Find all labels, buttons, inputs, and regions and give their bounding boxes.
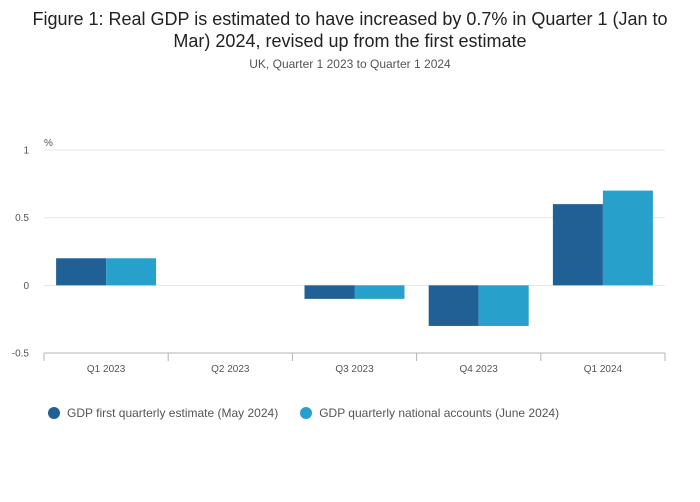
bar [602, 190, 653, 286]
x-tick-label: Q3 2023 [335, 364, 374, 375]
bar [304, 285, 355, 299]
x-tick-label: Q4 2023 [460, 364, 499, 375]
y-tick-label: 1 [23, 146, 29, 157]
legend: GDP first quarterly estimate (May 2024) … [48, 406, 581, 420]
bar [552, 204, 603, 286]
bar [354, 285, 405, 299]
legend-swatch-national-accounts [300, 407, 313, 419]
y-tick-label: -0.5 [12, 349, 30, 360]
y-axis-unit-label: % [44, 138, 53, 149]
bar [106, 258, 157, 286]
legend-item-national-accounts[interactable]: GDP quarterly national accounts (June 20… [300, 406, 559, 420]
legend-label-first-estimate: GDP first quarterly estimate (May 2024) [67, 406, 279, 420]
legend-swatch-first-estimate [48, 407, 60, 419]
bar [56, 258, 107, 286]
x-tick-label: Q1 2024 [584, 364, 623, 375]
x-tick-label: Q2 2023 [211, 364, 250, 375]
chart-subtitle: UK, Quarter 1 2023 to Quarter 1 2024 [249, 57, 451, 71]
legend-label-national-accounts: GDP quarterly national accounts (June 20… [319, 406, 560, 420]
x-tick-label: Q1 2023 [87, 364, 126, 375]
y-tick-label: 0.5 [15, 213, 29, 224]
bar [478, 285, 529, 326]
legend-item-first-estimate[interactable]: GDP first quarterly estimate (May 2024) [48, 406, 278, 420]
y-tick-label: 0 [23, 281, 29, 292]
bar [428, 285, 479, 326]
chart-title: Figure 1: Real GDP is estimated to have … [32, 9, 668, 51]
